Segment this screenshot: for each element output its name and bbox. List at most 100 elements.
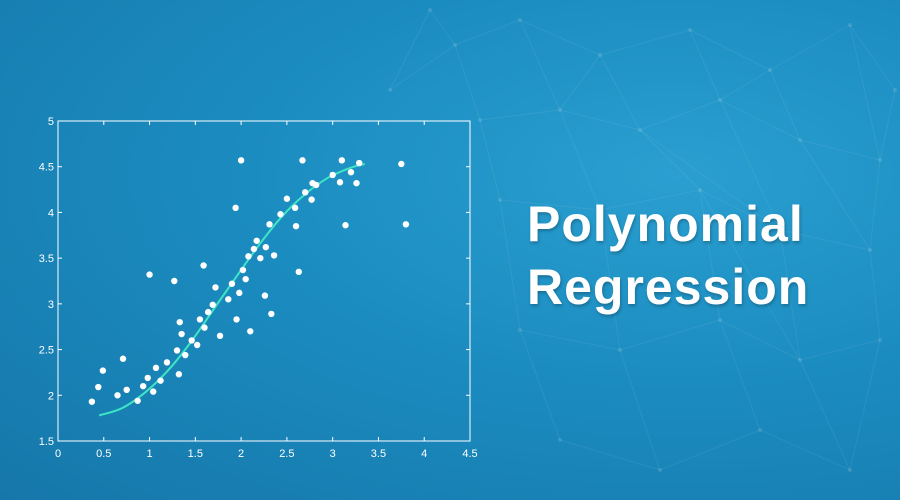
network-edge — [559, 109, 641, 131]
data-point — [257, 254, 264, 262]
network-edge — [879, 89, 896, 161]
network-node — [558, 108, 562, 112]
data-point — [356, 159, 363, 167]
y-tick-label: 4.5 — [39, 162, 54, 174]
data-point — [157, 377, 164, 384]
network-edge — [619, 319, 721, 351]
data-point — [245, 253, 252, 260]
network-edge — [849, 339, 881, 471]
network-node — [868, 248, 872, 252]
data-point — [88, 398, 96, 405]
network-edge — [869, 159, 881, 251]
data-point — [171, 277, 178, 285]
network-node — [718, 318, 722, 322]
y-tick-label: 1.5 — [39, 436, 54, 448]
data-point — [291, 204, 299, 212]
network-edge — [479, 119, 501, 201]
network-edge — [719, 69, 771, 101]
data-point — [312, 181, 320, 189]
network-node — [618, 348, 622, 352]
network-edge — [769, 24, 851, 71]
data-point — [329, 171, 336, 179]
data-point — [216, 332, 224, 340]
data-point — [178, 330, 185, 338]
network-edge — [639, 99, 721, 131]
y-tick-label: 3 — [48, 299, 54, 311]
data-point — [150, 388, 157, 395]
data-point — [182, 351, 189, 359]
plot-frame — [57, 120, 471, 442]
network-edge — [699, 189, 801, 361]
x-tick-label: 0.5 — [96, 448, 111, 460]
data-point — [99, 367, 107, 374]
y-tick-label: 5 — [48, 116, 54, 128]
network-node — [848, 468, 852, 472]
network-edge — [759, 429, 851, 471]
network-node — [798, 138, 802, 142]
network-node — [848, 23, 852, 27]
network-edge — [519, 19, 601, 56]
data-point — [302, 189, 309, 196]
data-point — [212, 284, 219, 291]
y-tick-label: 4 — [48, 207, 54, 219]
data-point — [308, 196, 315, 203]
y-tick-label: 3.5 — [39, 253, 54, 265]
network-node — [688, 28, 692, 32]
data-point — [353, 179, 360, 187]
x-tick-label: 0 — [55, 448, 61, 460]
data-point — [176, 318, 183, 326]
network-edge — [699, 189, 721, 321]
network-edge — [849, 24, 881, 161]
data-point — [338, 157, 346, 164]
network-node — [658, 468, 662, 472]
network-edge — [799, 339, 881, 361]
network-edge — [559, 439, 661, 471]
data-point — [266, 221, 273, 228]
x-tick-label: 3 — [330, 448, 336, 460]
data-point — [114, 392, 121, 399]
network-node — [453, 43, 457, 47]
network-node — [758, 428, 762, 432]
data-point — [204, 308, 212, 316]
network-edge — [519, 329, 561, 441]
network-edge — [454, 44, 481, 121]
data-point — [200, 262, 207, 269]
data-point — [209, 301, 216, 308]
network-edge — [799, 359, 851, 471]
data-point — [175, 371, 183, 378]
network-node — [893, 88, 897, 92]
network-edge — [659, 429, 761, 471]
network-edge — [519, 19, 561, 111]
network-edge — [719, 99, 781, 231]
network-node — [428, 8, 432, 12]
network-edge — [599, 54, 641, 131]
network-node — [798, 358, 802, 362]
network-edge — [559, 109, 601, 211]
data-point — [261, 292, 269, 299]
network-node — [478, 118, 482, 122]
data-point — [123, 386, 130, 393]
data-point — [144, 374, 151, 382]
network-edge — [389, 44, 456, 91]
data-point — [292, 222, 300, 230]
x-tick-label: 2.5 — [279, 448, 294, 460]
network-node — [388, 88, 392, 92]
network-edge — [639, 129, 701, 191]
data-point — [237, 157, 245, 164]
x-tick-label: 4 — [421, 448, 427, 460]
data-point — [163, 359, 171, 366]
network-node — [518, 18, 522, 22]
title-line-2: Regression — [527, 259, 810, 315]
data-point — [201, 324, 208, 331]
network-edge — [599, 209, 621, 351]
network-edge — [799, 139, 881, 161]
data-point — [119, 355, 127, 362]
data-point — [236, 289, 243, 297]
network-edge — [454, 19, 521, 46]
network-edge — [689, 29, 771, 71]
x-tick-label: 2 — [238, 448, 244, 460]
network-edge — [619, 349, 661, 471]
data-point — [342, 222, 349, 229]
